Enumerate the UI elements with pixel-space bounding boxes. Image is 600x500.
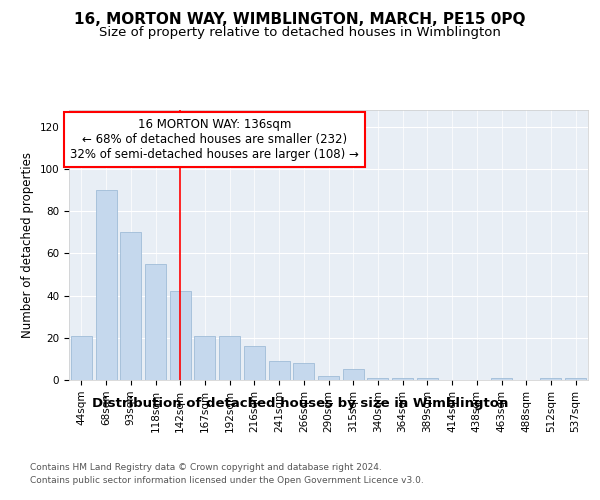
Bar (269, 361, 290, 380)
Bar (491, 378, 512, 380)
Text: Contains HM Land Registry data © Crown copyright and database right 2024.: Contains HM Land Registry data © Crown c… (30, 462, 382, 471)
Bar (417, 378, 438, 380)
Text: Size of property relative to detached houses in Wimblington: Size of property relative to detached ho… (99, 26, 501, 39)
Text: Contains public sector information licensed under the Open Government Licence v3: Contains public sector information licen… (30, 476, 424, 485)
Bar (565, 378, 586, 380)
Bar (293, 363, 314, 380)
Bar (71, 336, 92, 380)
Bar (170, 292, 191, 380)
Bar (120, 232, 141, 380)
Bar (392, 378, 413, 380)
Bar (219, 336, 240, 380)
Bar (244, 346, 265, 380)
Bar (95, 190, 116, 380)
Text: Distribution of detached houses by size in Wimblington: Distribution of detached houses by size … (92, 398, 508, 410)
Bar (541, 378, 562, 380)
Bar (318, 376, 339, 380)
Bar (145, 264, 166, 380)
Y-axis label: Number of detached properties: Number of detached properties (21, 152, 34, 338)
Text: 16, MORTON WAY, WIMBLINGTON, MARCH, PE15 0PQ: 16, MORTON WAY, WIMBLINGTON, MARCH, PE15… (74, 12, 526, 28)
Text: 16 MORTON WAY: 136sqm
← 68% of detached houses are smaller (232)
32% of semi-det: 16 MORTON WAY: 136sqm ← 68% of detached … (70, 118, 359, 161)
Bar (343, 370, 364, 380)
Bar (194, 336, 215, 380)
Bar (367, 378, 388, 380)
